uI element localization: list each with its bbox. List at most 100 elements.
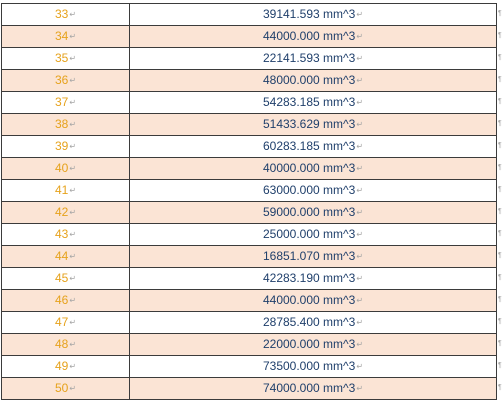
return-arrow-icon: ↵ [356,164,364,173]
volume-cell[interactable]: 51433.629 mm^3↵ [129,113,497,136]
table-row: 39↵ 60283.185 mm^3↵ [1,135,497,158]
volume-value: 40000.000 mm^3 [262,161,356,175]
volume-value: 16851.070 mm^3 [262,249,356,263]
return-arrow-icon: ↵ [69,120,77,129]
return-arrow-icon: ↵ [356,208,364,217]
volume-cell[interactable]: 22141.593 mm^3↵ [129,47,497,70]
index-cell[interactable]: 41↵ [1,179,130,202]
index-cell[interactable]: 37↵ [1,91,130,114]
index-cell[interactable]: 33↵ [1,3,130,26]
return-arrow-icon: ↵ [69,76,77,85]
index-value: 47 [54,315,69,329]
index-value: 36 [54,73,69,87]
index-cell[interactable]: 47↵ [1,311,130,334]
paragraph-mark-icon: ¶ [498,384,502,391]
volume-cell[interactable]: 48000.000 mm^3↵ [129,69,497,92]
return-arrow-icon: ↵ [69,252,77,261]
paragraph-mark-icon: ¶ [498,274,502,281]
volume-value: 25000.000 mm^3 [262,227,356,241]
volume-table: 33↵ 39141.593 mm^3↵ 34↵ 44000.000 mm^3↵ … [1,3,497,400]
return-arrow-icon: ↵ [69,98,77,107]
return-arrow-icon: ↵ [356,318,364,327]
index-cell[interactable]: 50↵ [1,377,130,400]
table-row: 49↵ 73500.000 mm^3↵ [1,355,497,378]
volume-cell[interactable]: 28785.400 mm^3↵ [129,311,497,334]
volume-cell[interactable]: 40000.000 mm^3↵ [129,157,497,180]
volume-cell[interactable]: 39141.593 mm^3↵ [129,3,497,26]
table-row: 38↵ 51433.629 mm^3↵ [1,113,497,136]
volume-cell[interactable]: 59000.000 mm^3↵ [129,201,497,224]
volume-cell[interactable]: 16851.070 mm^3↵ [129,245,497,268]
index-value: 35 [54,51,69,65]
index-value: 42 [54,205,69,219]
return-arrow-icon: ↵ [69,32,77,41]
table-row: 37↵ 54283.185 mm^3↵ [1,91,497,114]
volume-cell[interactable]: 63000.000 mm^3↵ [129,179,497,202]
paragraph-mark-icon: ¶ [498,76,502,83]
index-cell[interactable]: 49↵ [1,355,130,378]
paragraph-mark-icon: ¶ [498,142,502,149]
return-arrow-icon: ↵ [69,274,77,283]
volume-cell[interactable]: 42283.190 mm^3↵ [129,267,497,290]
table-row: 35↵ 22141.593 mm^3↵ [1,47,497,70]
paragraph-mark-icon: ¶ [498,340,502,347]
index-value: 50 [54,381,69,395]
paragraph-mark-icon: ¶ [498,230,502,237]
table-row: 50↵ 74000.000 mm^3↵ [1,377,497,400]
index-cell[interactable]: 44↵ [1,245,130,268]
volume-value: 73500.000 mm^3 [262,359,356,373]
paragraph-mark-icon: ¶ [498,362,502,369]
volume-cell[interactable]: 22000.000 mm^3↵ [129,333,497,356]
return-arrow-icon: ↵ [356,296,364,305]
paragraph-mark-icon: ¶ [498,318,502,325]
paragraph-mark-icon: ¶ [498,54,502,61]
volume-cell[interactable]: 73500.000 mm^3↵ [129,355,497,378]
index-value: 34 [54,29,69,43]
index-cell[interactable]: 42↵ [1,201,130,224]
volume-value: 28785.400 mm^3 [262,315,356,329]
index-value: 40 [54,161,69,175]
volume-cell[interactable]: 54283.185 mm^3↵ [129,91,497,114]
return-arrow-icon: ↵ [356,76,364,85]
volume-cell[interactable]: 44000.000 mm^3↵ [129,289,497,312]
volume-value: 74000.000 mm^3 [262,381,356,395]
index-cell[interactable]: 45↵ [1,267,130,290]
index-cell[interactable]: 46↵ [1,289,130,312]
index-cell[interactable]: 43↵ [1,223,130,246]
volume-value: 44000.000 mm^3 [262,293,356,307]
index-value: 45 [54,271,69,285]
return-arrow-icon: ↵ [69,208,77,217]
volume-cell[interactable]: 44000.000 mm^3↵ [129,25,497,48]
table-row: 47↵ 28785.400 mm^3↵ [1,311,497,334]
return-arrow-icon: ↵ [356,362,364,371]
index-cell[interactable]: 40↵ [1,157,130,180]
index-value: 49 [54,359,69,373]
index-cell[interactable]: 34↵ [1,25,130,48]
index-cell[interactable]: 38↵ [1,113,130,136]
index-cell[interactable]: 36↵ [1,69,130,92]
return-arrow-icon: ↵ [356,98,364,107]
table-row: 44↵ 16851.070 mm^3↵ [1,245,497,268]
index-value: 44 [54,249,69,263]
return-arrow-icon: ↵ [356,186,364,195]
volume-cell[interactable]: 25000.000 mm^3↵ [129,223,497,246]
paragraph-mark-icon: ¶ [498,186,502,193]
return-arrow-icon: ↵ [69,362,77,371]
index-cell[interactable]: 39↵ [1,135,130,158]
volume-value: 22000.000 mm^3 [262,337,356,351]
table-row: 46↵ 44000.000 mm^3↵ [1,289,497,312]
return-arrow-icon: ↵ [69,384,77,393]
paragraph-mark-icon: ¶ [498,252,502,259]
volume-cell[interactable]: 60283.185 mm^3↵ [129,135,497,158]
volume-cell[interactable]: 74000.000 mm^3↵ [129,377,497,400]
volume-value: 60283.185 mm^3 [262,139,356,153]
volume-value: 54283.185 mm^3 [262,95,356,109]
return-arrow-icon: ↵ [69,340,77,349]
index-cell[interactable]: 48↵ [1,333,130,356]
index-cell[interactable]: 35↵ [1,47,130,70]
table-row: 42↵ 59000.000 mm^3↵ [1,201,497,224]
return-arrow-icon: ↵ [69,142,77,151]
return-arrow-icon: ↵ [356,384,364,393]
return-arrow-icon: ↵ [356,340,364,349]
paragraph-mark-icon: ¶ [498,120,502,127]
